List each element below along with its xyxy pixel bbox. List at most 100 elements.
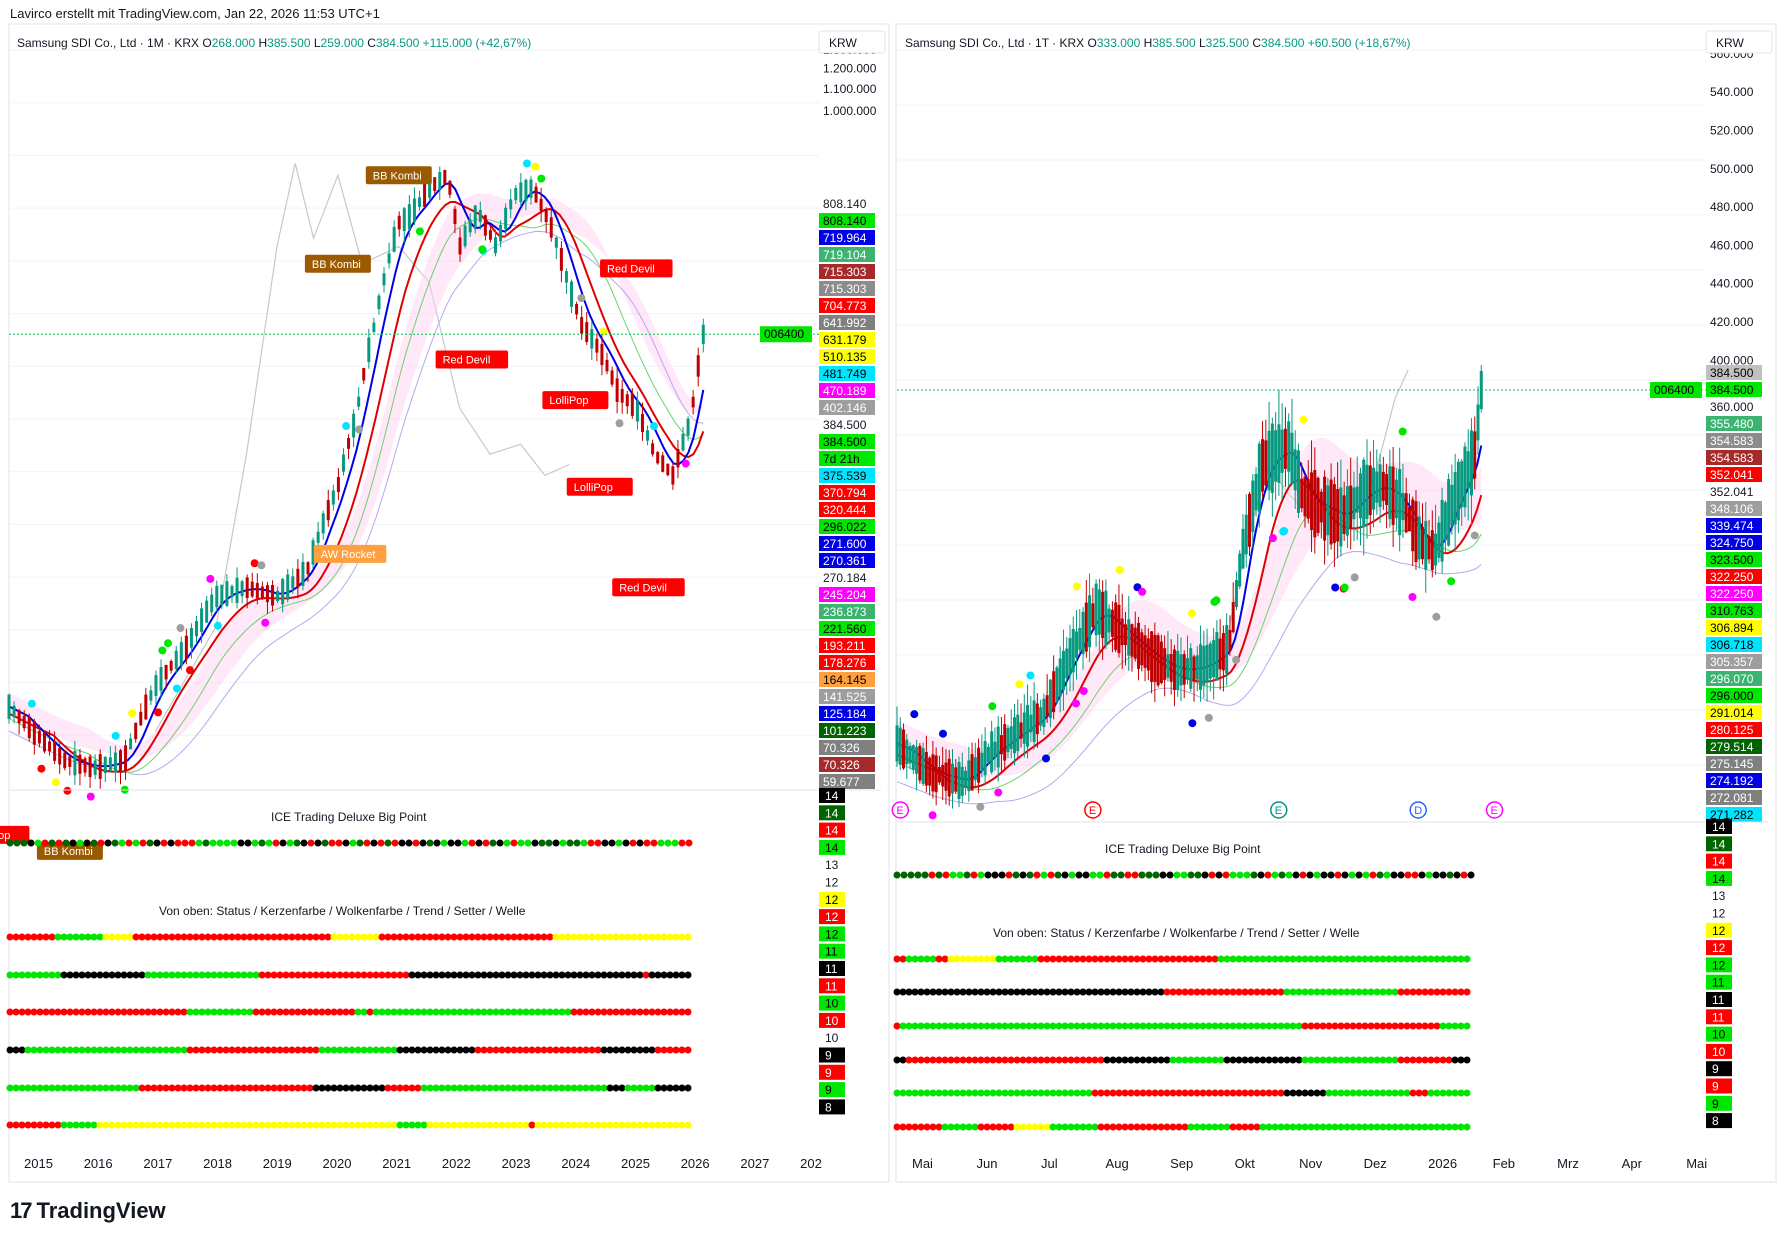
chart1-candle xyxy=(48,741,52,752)
chart2-indicator-dot xyxy=(941,1056,949,1064)
chart2-sub-label-bg xyxy=(1706,1026,1732,1042)
chart1-candle xyxy=(488,230,492,240)
chart1-bigpoint-dot xyxy=(475,839,483,847)
chart1-indicator-dot xyxy=(360,1008,368,1016)
chart2-indicator-dot xyxy=(953,955,961,963)
chart1-indicator-dot xyxy=(522,1084,530,1092)
chart1-axis-label: 59.677 xyxy=(823,775,860,789)
chart1-indicator-dot xyxy=(156,1008,164,1016)
chart2-candle xyxy=(1437,522,1441,558)
chart2-bigpoint-dot xyxy=(1110,871,1118,879)
chart1-indicator-dot xyxy=(396,1121,404,1129)
chart2-indicator-dot xyxy=(1037,1123,1045,1131)
chart1-bigpoint-dot xyxy=(132,839,140,847)
chart2-candle xyxy=(996,726,1000,768)
chart1-indicator-dot xyxy=(354,1121,362,1129)
chart1-indicator-dot xyxy=(108,1046,116,1054)
chart2-currency-box[interactable] xyxy=(1705,30,1773,54)
chart2-indicator-dot xyxy=(1445,988,1453,996)
chart1-indicator-dot xyxy=(234,971,242,979)
chart2-indicator-dot xyxy=(1241,1056,1249,1064)
chart1-indicator-dot xyxy=(378,1084,386,1092)
chart1-sub-label: 8 xyxy=(825,1100,832,1114)
chart2-indicator-dot xyxy=(1271,1056,1279,1064)
chart2-indicator-dot xyxy=(917,1056,925,1064)
chart1-currency-box[interactable] xyxy=(818,30,886,54)
chart2-candle xyxy=(980,752,984,771)
chart2-candle xyxy=(902,729,906,769)
chart1-indicator-dot xyxy=(300,1008,308,1016)
chart1-indicator-dot xyxy=(498,1046,506,1054)
chart1-indicator-dot xyxy=(456,1084,464,1092)
chart2-indicator-dot xyxy=(1427,1089,1435,1097)
chart2-sub-label: 13 xyxy=(1712,889,1726,903)
chart2-event-marker[interactable] xyxy=(891,801,910,819)
chart2-indicator-dot xyxy=(1421,1056,1429,1064)
chart1-indicator-dot xyxy=(336,1046,344,1054)
chart1-bigpoint-dot xyxy=(314,839,322,847)
chart1-indicator-dot xyxy=(678,1084,686,1092)
chart2-indicator-dot xyxy=(893,1056,901,1064)
chart2-indicator-dot xyxy=(1379,955,1387,963)
chart2-indicator-dot xyxy=(971,1022,979,1030)
chart2-x-tick: Okt xyxy=(1235,1156,1256,1171)
chart2-indicator-dot xyxy=(1103,1056,1111,1064)
chart1-indicator-dot xyxy=(96,933,104,941)
chart1-indicator-dot xyxy=(348,933,356,941)
chart2-indicator-dot xyxy=(1019,955,1027,963)
chart2-indicator-dot xyxy=(1259,1056,1267,1064)
chart2-candle xyxy=(1107,608,1111,633)
chart1-indicator-dot xyxy=(144,971,152,979)
chart2-event-marker[interactable] xyxy=(1485,801,1504,819)
chart1-candle xyxy=(164,665,168,680)
chart2-axis-label-bg xyxy=(1706,654,1762,669)
chart1-indicator-dot xyxy=(144,1008,152,1016)
chart1-candle xyxy=(483,215,487,236)
chart2-indicator-dot xyxy=(1037,1022,1045,1030)
chart2-candle xyxy=(1251,480,1255,532)
chart2-indicator-dot xyxy=(1373,1056,1381,1064)
chart1-indicator-dot xyxy=(558,1084,566,1092)
chart2-candle xyxy=(1401,492,1405,521)
chart2-candle xyxy=(1241,528,1245,569)
chart2-event-marker[interactable] xyxy=(1409,801,1427,819)
chart1-sub-label-bg xyxy=(819,788,845,803)
chart1-indicator-dot xyxy=(216,1121,224,1129)
chart1-sub-label: 14 xyxy=(825,806,839,820)
chart2-event-marker[interactable] xyxy=(1084,801,1102,819)
chart2-indicator-dot xyxy=(1145,955,1153,963)
chart2-indicator-dot xyxy=(1439,1022,1447,1030)
chart2-indicator-dot xyxy=(899,1089,907,1097)
chart1-sub-label-bg xyxy=(819,943,845,959)
chart1-axis-label: 384.500 xyxy=(823,418,867,432)
chart1-axis-label: 221.560 xyxy=(823,622,867,636)
chart1-axis-label: 101.223 xyxy=(823,724,867,738)
chart2-event-marker[interactable] xyxy=(1270,801,1288,819)
chart1-axis-label-bg xyxy=(819,774,875,789)
chart1-indicator-dot xyxy=(642,1008,650,1016)
chart1-bigpoint-dot xyxy=(90,839,98,847)
chart1-signal-dot xyxy=(185,666,194,675)
chart2-x-tick: Jul xyxy=(1041,1156,1058,1171)
chart2-indicator-dot xyxy=(1463,1089,1471,1097)
chart2-signal-dot xyxy=(1204,713,1213,722)
chart1-indicator-dot xyxy=(606,1008,614,1016)
chart2-indicator-dot xyxy=(1163,1056,1171,1064)
chart1-indicator-dot xyxy=(246,1084,254,1092)
chart1-sub-label-bg xyxy=(819,1064,845,1080)
chart2-indicator-dot xyxy=(1049,1022,1057,1030)
chart1-indicator-dot xyxy=(312,933,320,941)
chart2-indicator-dot xyxy=(1043,1123,1051,1131)
chart2-candle xyxy=(1068,638,1072,675)
chart2-indicator-dot xyxy=(929,1056,937,1064)
chart1-indicator-dot xyxy=(492,1046,500,1054)
chart1-indicator-dot xyxy=(126,933,134,941)
chart1-bigpoint-dot xyxy=(531,839,539,847)
chart1-indicator-dot xyxy=(342,1084,350,1092)
chart2-axis-label: 275.145 xyxy=(1710,757,1754,771)
chart1-indicator-dot xyxy=(54,1084,62,1092)
chart2-indicator-dot xyxy=(941,1089,949,1097)
chart1-indicator-dot xyxy=(636,971,644,979)
chart2-candle xyxy=(1463,446,1467,508)
chart2-indicator-dot xyxy=(1433,1022,1441,1030)
